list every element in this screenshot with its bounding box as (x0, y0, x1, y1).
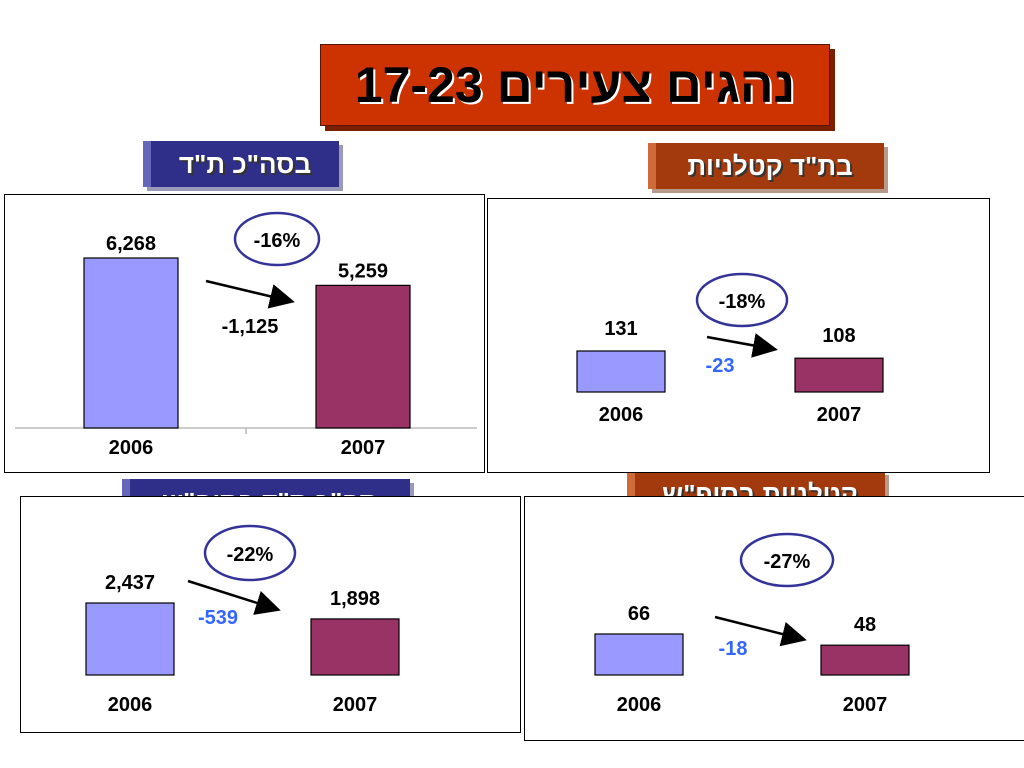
data-label-2007: 5,259 (338, 260, 388, 282)
x-tick-label-2007: 2007 (843, 694, 888, 716)
page-title-box: נהגים צעירים 17-23 (320, 44, 830, 126)
page-title: נהגים צעירים 17-23 (354, 57, 796, 113)
data-label-2006: 131 (604, 318, 637, 340)
x-tick-label-2006: 2006 (108, 694, 153, 716)
data-label-2006: 6,268 (106, 233, 156, 255)
chart-panel-fatal-accidents: 131 2006 108 2007 -23 -18% (487, 198, 990, 473)
x-tick-label-2006: 2006 (109, 437, 154, 459)
data-label-2007: 48 (854, 614, 876, 636)
pct-change-ellipse (233, 211, 321, 267)
pct-change-label: -16% (254, 230, 301, 252)
change-arrow (714, 615, 807, 647)
heading-fatal-accidents: בת"ד קטלניות (648, 143, 884, 189)
data-label-2007: 108 (822, 325, 855, 347)
pct-change-ellipse (739, 532, 835, 588)
pct-change-label: -27% (764, 551, 811, 573)
chart-weekend-accidents: 2,437 2006 1,898 2007 -539 -22% (85, 524, 400, 716)
bar-2006 (576, 350, 666, 393)
data-label-2006: 66 (628, 603, 650, 625)
change-arrow (205, 279, 295, 309)
bar-2007 (794, 357, 884, 393)
pct-change-ellipse (695, 272, 789, 328)
bar-2007 (820, 644, 910, 676)
change-label: -539 (198, 607, 238, 629)
chart-panel-weekend-fatal: 66 2006 48 2007 -18 -27% (524, 496, 1024, 741)
change-label: -1,125 (222, 316, 279, 338)
bar-2007 (315, 284, 411, 429)
chart-fatal-accidents: 131 2006 108 2007 -23 -18% (576, 272, 884, 426)
pct-change-label: -22% (227, 544, 274, 566)
change-label: -18 (719, 638, 748, 660)
change-label: -23 (706, 355, 735, 377)
chart-panel-total-accidents: 6,268 2006 5,259 2007 -1,125 -16% (4, 194, 485, 473)
x-tick-label-2007: 2007 (341, 437, 386, 459)
bar-2007 (310, 618, 400, 676)
change-arrow (706, 333, 778, 358)
x-tick-label-2006: 2006 (617, 694, 662, 716)
chart-weekend-fatal: 66 2006 48 2007 -18 -27% (594, 532, 910, 716)
x-tick-label-2007: 2007 (817, 404, 862, 426)
pct-change-ellipse (203, 524, 297, 582)
bar-2006 (85, 602, 175, 676)
x-tick-label-2006: 2006 (599, 404, 644, 426)
heading-total-accidents: בסה"כ ת"ד (143, 141, 339, 187)
data-label-2006: 2,437 (105, 572, 155, 594)
chart-panel-weekend-accidents: 2,437 2006 1,898 2007 -539 -22% (20, 496, 521, 733)
pct-change-label: -18% (719, 291, 766, 313)
x-tick-label-2007: 2007 (333, 694, 378, 716)
bar-2006 (83, 257, 179, 429)
change-arrow (187, 579, 281, 615)
bar-2006 (594, 633, 684, 676)
chart-total-accidents: 6,268 2006 5,259 2007 -1,125 -16% (15, 211, 477, 459)
data-label-2007: 1,898 (330, 588, 380, 610)
